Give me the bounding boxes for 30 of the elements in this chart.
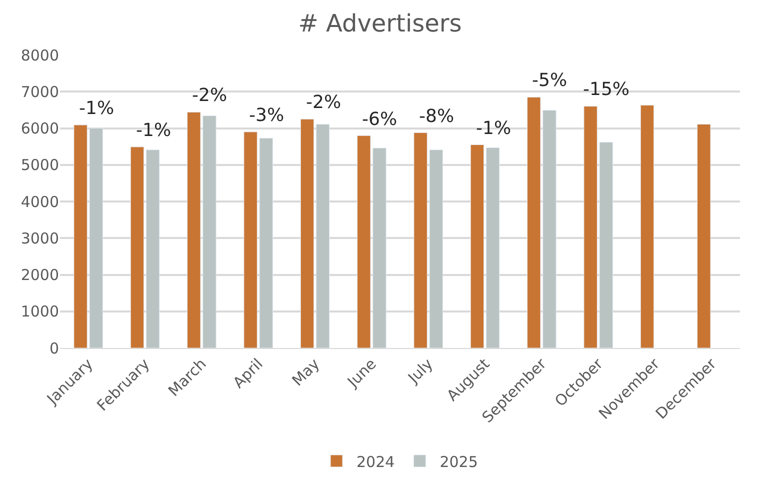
bar — [146, 150, 160, 348]
y-tick-label: 8000 — [20, 46, 59, 64]
y-tick-label: 0 — [49, 339, 59, 358]
y-tick-label: 6000 — [20, 120, 59, 138]
y-tick-label: 4000 — [20, 192, 59, 211]
chart-title: # Advertisers — [298, 10, 462, 38]
bar — [470, 144, 484, 348]
y-tick-label: 5000 — [20, 156, 59, 174]
annotation: -2% — [306, 92, 342, 113]
annotation: -1% — [79, 98, 114, 119]
legend-label: 2024 — [356, 452, 395, 471]
annotation: -8% — [419, 106, 454, 127]
bar — [316, 124, 330, 348]
bar — [486, 147, 500, 348]
annotation: -3% — [249, 105, 284, 126]
annotation: -1% — [476, 118, 512, 139]
bar — [697, 124, 711, 348]
annotation: -15% — [583, 79, 630, 100]
annotation: -5% — [532, 70, 568, 91]
y-tick-label: 3000 — [20, 229, 59, 248]
y-tick-label: 2000 — [20, 266, 59, 284]
bar — [640, 104, 654, 348]
annotation: -1% — [136, 120, 172, 141]
annotation: -2% — [192, 85, 228, 106]
bar — [130, 146, 144, 348]
y-tick-label: 7000 — [20, 82, 59, 101]
y-tick-label: 1000 — [20, 302, 59, 321]
legend-label: 2025 — [440, 452, 478, 471]
bar — [300, 118, 314, 348]
annotation: -6% — [362, 109, 398, 130]
